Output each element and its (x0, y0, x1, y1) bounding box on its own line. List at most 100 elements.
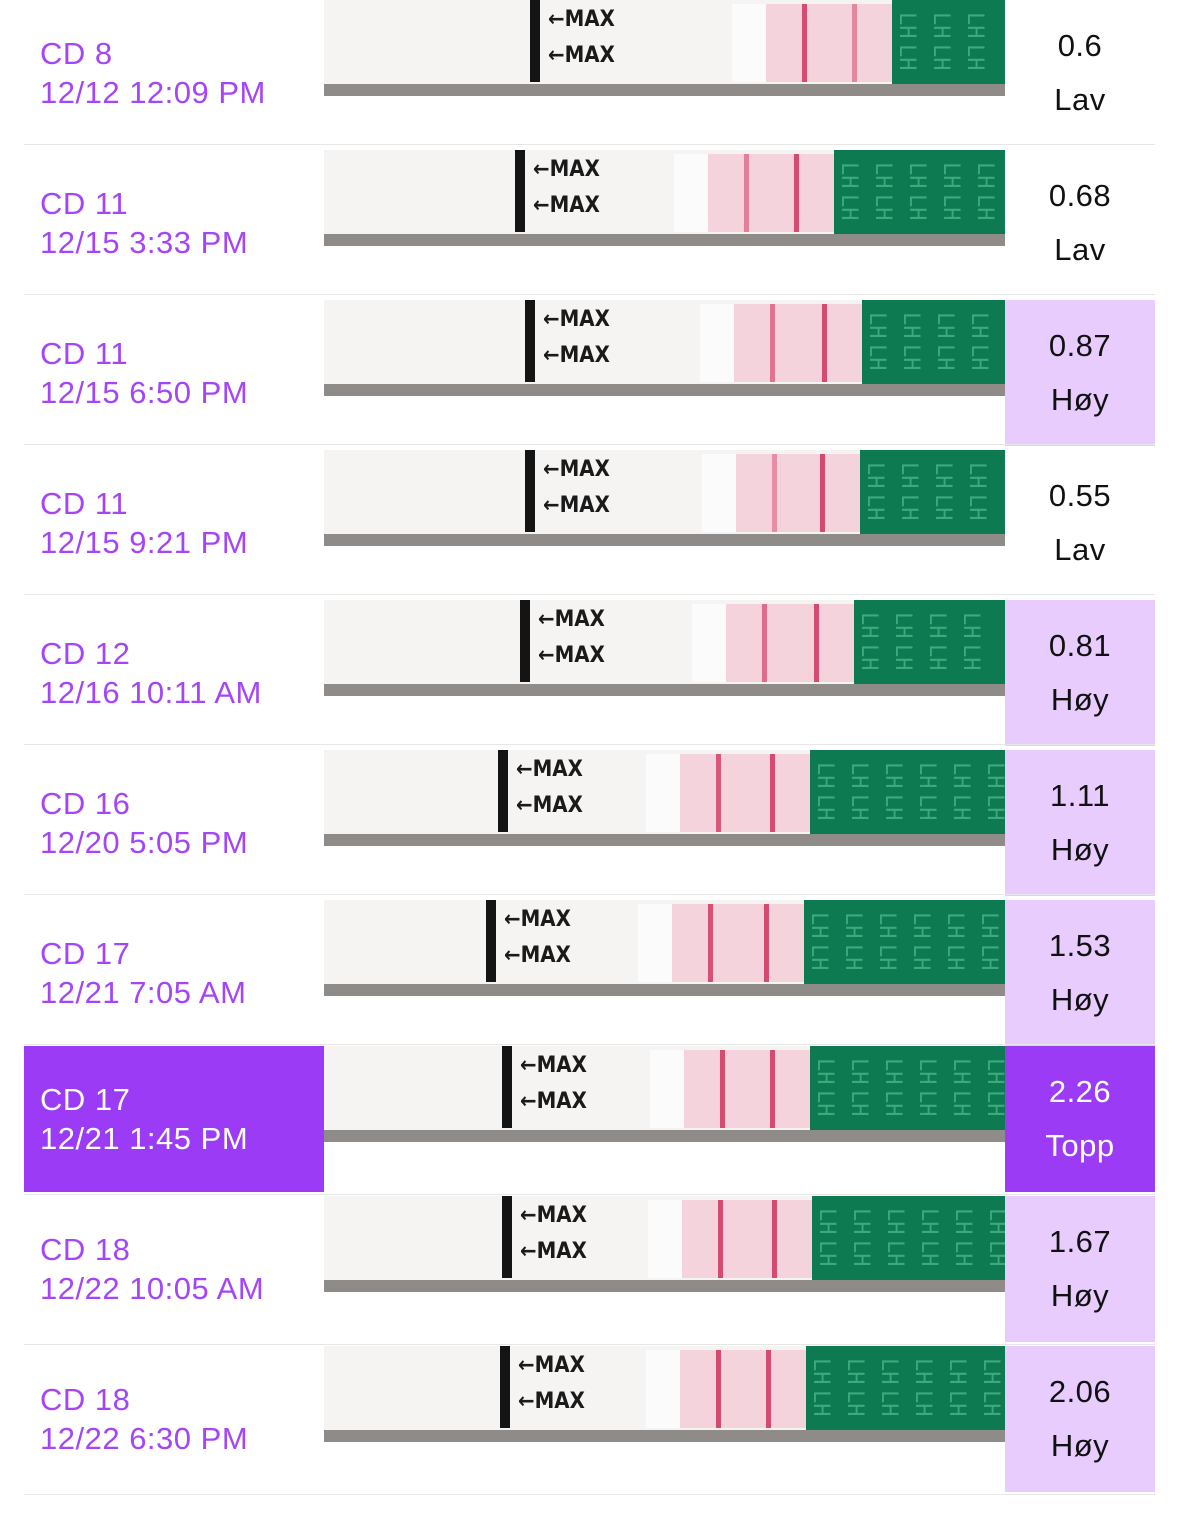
result-cell: 2.26 Topp (1005, 1046, 1155, 1192)
lh-print: LH (964, 494, 989, 521)
lh-print: LH (864, 312, 889, 339)
test-row[interactable]: CD 18 12/22 6:30 PM ←MAX ←MAX LH LH LH LH LH LH… (24, 1346, 1155, 1496)
reaction-area (684, 1050, 810, 1128)
lh-print: LH (914, 794, 939, 821)
max-label: ←MAX (504, 943, 571, 968)
lh-print: LH (880, 1058, 905, 1085)
test-row[interactable]: CD 16 12/20 5:05 PM ←MAX ←MAX LH LH LH LH LH LH… (24, 750, 1155, 900)
result-window-edge (674, 154, 708, 232)
test-row-selected[interactable]: CD 17 12/21 1:45 PM ←MAX ←MAX LH LH LH LH LH LH… (24, 1046, 1155, 1196)
test-row[interactable]: CD 11 12/15 6:50 PM ←MAX ←MAX LH LH LH LH LH LH… (24, 300, 1155, 450)
lh-print: LH (882, 1240, 907, 1267)
strip-shadow (324, 684, 1005, 696)
max-marker-bar (525, 300, 535, 382)
lh-print: LH (814, 1208, 839, 1235)
test-line (772, 454, 777, 532)
row-divider (24, 744, 1155, 745)
lh-print: LH (862, 494, 887, 521)
test-strip-image: ←MAX ←MAX LH LH LH LH LH LH LH LH LH LH LH LH (324, 1196, 1005, 1292)
reaction-area (708, 154, 834, 232)
max-marker-bar (502, 1046, 512, 1128)
test-row[interactable]: CD 8 12/12 12:09 PM ←MAX ←MAX LH LH LH LH LH LH… (24, 0, 1155, 150)
control-line (820, 454, 825, 532)
test-line (716, 754, 721, 832)
lh-print: LH (812, 762, 837, 789)
max-marker-bar (486, 900, 496, 982)
lh-print: LH (880, 794, 905, 821)
max-marker-bar (525, 450, 535, 532)
test-row[interactable]: CD 18 12/22 10:05 AM ←MAX ←MAX LH LH LH LH LH L… (24, 1196, 1155, 1346)
test-date-cell: CD 16 12/20 5:05 PM (24, 750, 324, 896)
test-row[interactable]: CD 12 12/16 10:11 AM ←MAX ←MAX LH LH LH LH LH L… (24, 600, 1155, 750)
test-date-cell: CD 18 12/22 6:30 PM (24, 1346, 324, 1492)
lh-print: LH (916, 1240, 941, 1267)
test-line (720, 1050, 725, 1128)
max-marker-bar (502, 1196, 512, 1278)
reaction-area (682, 1200, 812, 1278)
test-line (716, 1350, 721, 1428)
lh-print: LH (942, 944, 967, 971)
reaction-area (734, 304, 862, 382)
lh-print: LH (856, 612, 881, 639)
cycle-day-label: CD 16 (40, 786, 131, 821)
timestamp-label: 12/21 1:45 PM (40, 1121, 249, 1156)
test-row[interactable]: CD 11 12/15 3:33 PM ←MAX ←MAX LH LH LH LH LH LH… (24, 150, 1155, 300)
lh-print: LH (976, 912, 1001, 939)
test-row[interactable]: CD 11 12/15 9:21 PM ←MAX ←MAX LH LH LH LH LH LH… (24, 450, 1155, 600)
lh-print: LH (908, 912, 933, 939)
timestamp-label: 12/22 6:30 PM (40, 1421, 249, 1456)
max-label: ←MAX (520, 1053, 587, 1078)
test-row[interactable]: CD 17 12/21 7:05 AM ←MAX ←MAX LH LH LH LH LH LH… (24, 900, 1155, 1050)
result-cell: 0.68 Lav (1005, 150, 1155, 296)
lh-print: LH (880, 762, 905, 789)
result-window-edge (692, 604, 726, 682)
lh-print: LH (848, 1240, 873, 1267)
test-line (770, 304, 775, 382)
timestamp-label: 12/22 10:05 AM (40, 1271, 265, 1306)
row-divider (24, 144, 1155, 145)
cycle-day-label: CD 18 (40, 1382, 131, 1417)
test-date-cell: CD 11 12/15 6:50 PM (24, 300, 324, 446)
strip-shadow (324, 384, 1005, 396)
lh-print: LH (862, 462, 887, 489)
test-strip-image: ←MAX ←MAX LH LH LH LH LH LH LH LH LH LH LH LH (324, 750, 1005, 846)
result-level: Lav (1054, 82, 1106, 117)
lh-print: LH (870, 162, 895, 189)
lh-print: LH (966, 344, 991, 371)
timestamp-label: 12/15 6:50 PM (40, 375, 249, 410)
lh-print: LH (836, 162, 861, 189)
lh-print: LH (856, 644, 881, 671)
strip-shadow (324, 1280, 1005, 1292)
lh-print: LH (908, 944, 933, 971)
lh-print: LH (982, 794, 1005, 821)
lh-print: LH (880, 1090, 905, 1117)
lh-print: LH (914, 1058, 939, 1085)
lh-print: LH (842, 1358, 867, 1385)
lh-print: LH (864, 344, 889, 371)
lh-print: LH (930, 462, 955, 489)
lh-print: LH (928, 12, 953, 39)
lh-print: LH (948, 762, 973, 789)
lh-print: LH (876, 1358, 901, 1385)
cycle-day-label: CD 11 (40, 186, 129, 221)
cycle-day-label: CD 17 (40, 936, 131, 971)
strip-shadow (324, 984, 1005, 996)
max-label: ←MAX (520, 1203, 587, 1228)
lh-print: LH (846, 794, 871, 821)
result-value: 0.87 (1048, 328, 1112, 363)
lh-print: LH (876, 1390, 901, 1417)
timestamp-label: 12/20 5:05 PM (40, 825, 249, 860)
lh-print: LH (928, 44, 953, 71)
reaction-area (680, 754, 810, 832)
lh-print: LH (840, 912, 865, 939)
cycle-day-label: CD 11 (40, 486, 129, 521)
strip-shadow (324, 84, 1005, 96)
timestamp-label: 12/12 12:09 PM (40, 75, 266, 110)
lh-handle (854, 600, 1005, 684)
lh-print: LH (904, 162, 929, 189)
result-value: 0.6 (1057, 28, 1103, 63)
result-cell: 0.87 Høy (1005, 300, 1155, 446)
lh-print: LH (962, 44, 987, 71)
lh-print: LH (972, 162, 997, 189)
lh-print: LH (812, 794, 837, 821)
